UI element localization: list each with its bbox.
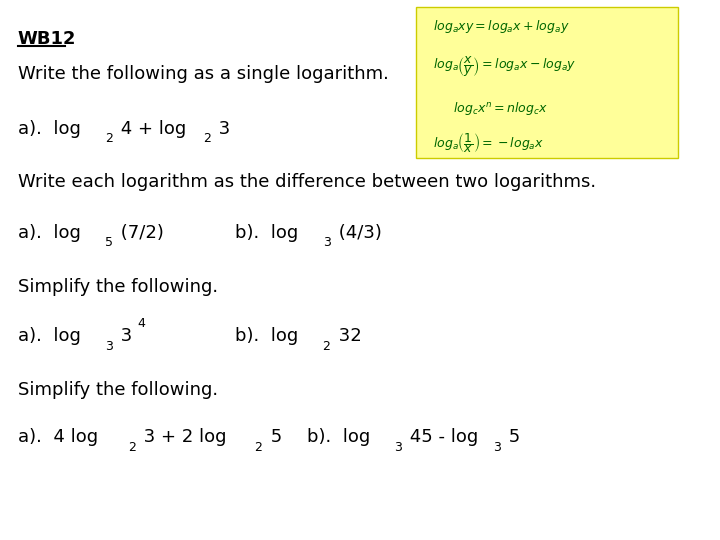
Text: 5: 5 <box>503 428 520 447</box>
Text: $log_a xy = log_a x + log_a y$: $log_a xy = log_a x + log_a y$ <box>433 18 570 35</box>
Text: 5: 5 <box>265 428 282 447</box>
Text: $log_a \left(\dfrac{x}{y}\right) = log_a x - log_a y$: $log_a \left(\dfrac{x}{y}\right) = log_a… <box>433 55 576 79</box>
Text: 3: 3 <box>492 441 500 454</box>
Text: 3: 3 <box>394 441 402 454</box>
Text: b).  log: b). log <box>235 224 299 242</box>
Text: Write the following as a single logarithm.: Write the following as a single logarith… <box>18 65 389 83</box>
FancyBboxPatch shape <box>415 7 678 158</box>
Text: b).  log: b). log <box>307 428 370 447</box>
Text: b).  log: b). log <box>235 327 299 346</box>
Text: Simplify the following.: Simplify the following. <box>18 381 218 399</box>
Text: Simplify the following.: Simplify the following. <box>18 278 218 296</box>
Text: 3: 3 <box>323 236 330 249</box>
Text: 3: 3 <box>105 340 113 353</box>
Text: 3: 3 <box>115 327 132 346</box>
Text: WB12: WB12 <box>18 30 76 48</box>
Text: 3 + 2 log: 3 + 2 log <box>138 428 227 447</box>
Text: 5: 5 <box>105 236 113 249</box>
Text: 2: 2 <box>323 340 330 353</box>
Text: a).  4 log: a). 4 log <box>18 428 98 447</box>
Text: $log_a \left(\dfrac{1}{x}\right) = -log_a x$: $log_a \left(\dfrac{1}{x}\right) = -log_… <box>433 132 544 156</box>
Text: 4: 4 <box>138 316 145 329</box>
Text: a).  log: a). log <box>18 224 81 242</box>
Text: 2: 2 <box>255 441 262 454</box>
Text: $log_c x^n = nlog_c x$: $log_c x^n = nlog_c x$ <box>453 100 549 117</box>
Text: 2: 2 <box>128 441 136 454</box>
Text: 2: 2 <box>203 132 211 145</box>
Text: 32: 32 <box>333 327 361 346</box>
Text: 2: 2 <box>105 132 113 145</box>
Text: 4 + log: 4 + log <box>115 120 186 138</box>
Text: (7/2): (7/2) <box>115 224 164 242</box>
Text: a).  log: a). log <box>18 120 81 138</box>
Text: (4/3): (4/3) <box>333 224 382 242</box>
Text: 3: 3 <box>213 120 230 138</box>
Text: 45 - log: 45 - log <box>404 428 479 447</box>
Text: Write each logarithm as the difference between two logarithms.: Write each logarithm as the difference b… <box>18 173 596 191</box>
Text: a).  log: a). log <box>18 327 81 346</box>
